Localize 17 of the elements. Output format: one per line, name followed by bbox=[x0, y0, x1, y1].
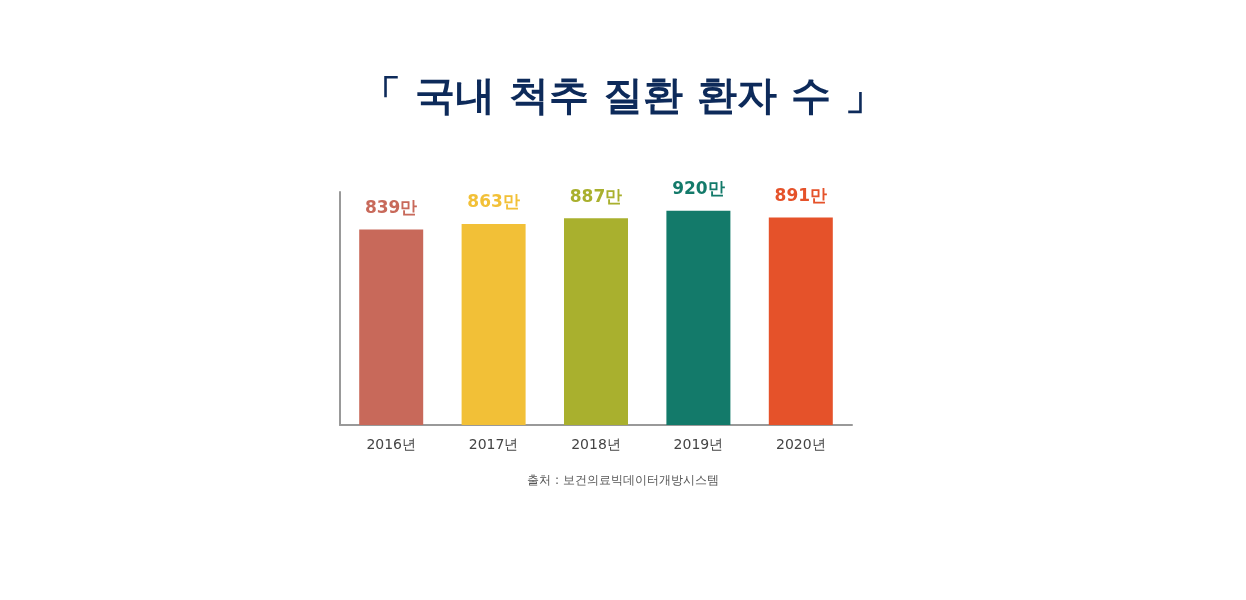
data-label: 891만 bbox=[774, 184, 828, 205]
x-tick-label: 2016년 bbox=[366, 436, 417, 452]
bar bbox=[768, 217, 833, 425]
data-label: 839만 bbox=[364, 197, 418, 218]
bar bbox=[564, 218, 628, 425]
data-label: 920만 bbox=[672, 178, 725, 199]
chart-title: 「 국내 척추 질환 환자 수 」 bbox=[361, 72, 885, 118]
x-tick-label: 2017년 bbox=[468, 436, 519, 452]
bar bbox=[359, 229, 424, 425]
data-label: 863만 bbox=[467, 191, 520, 212]
bar bbox=[461, 223, 526, 425]
x-tick-label: 2020년 bbox=[775, 436, 826, 452]
x-tick-label: 2018년 bbox=[571, 436, 621, 452]
data-label: 887만 bbox=[569, 185, 623, 206]
bar bbox=[666, 210, 731, 425]
x-tick-label: 2019년 bbox=[673, 436, 724, 452]
source-note: 출처 : 보건의료빅데이터개방시스템 bbox=[527, 473, 719, 487]
